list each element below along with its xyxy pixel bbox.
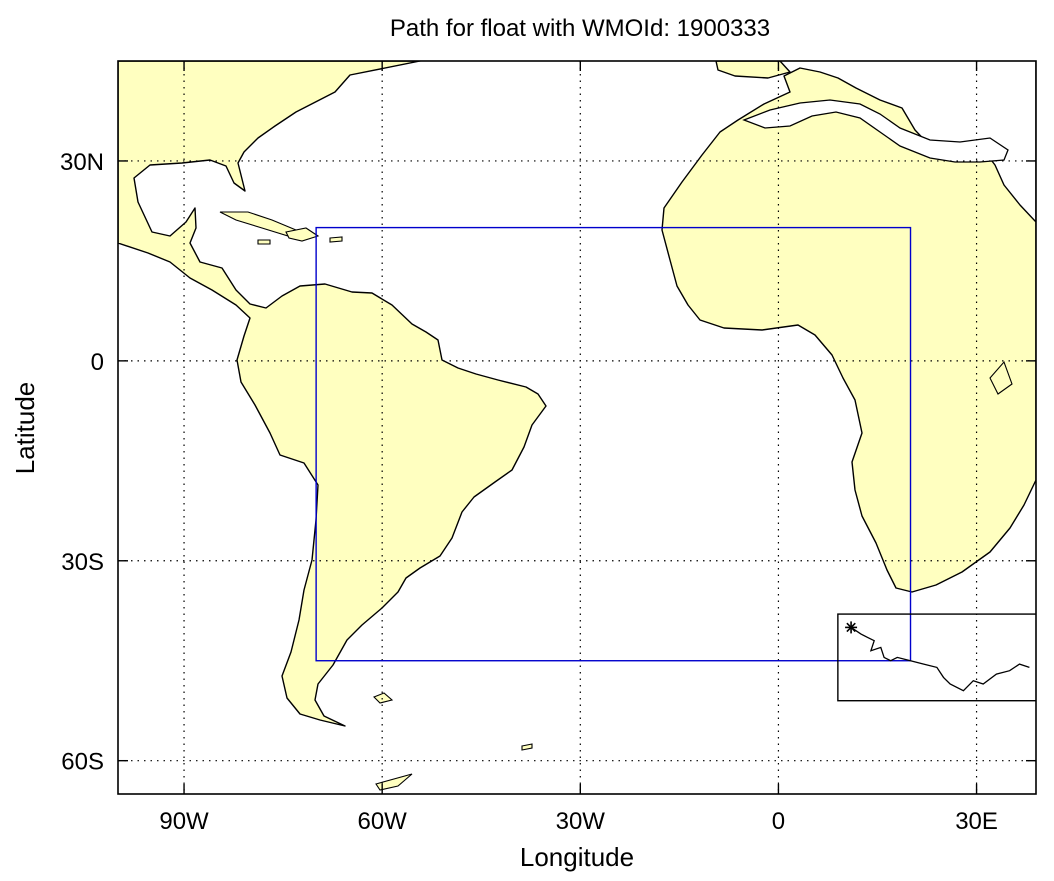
y-tick-label: 30S xyxy=(61,549,104,576)
region-box xyxy=(315,226,912,662)
x-tick-label: 90W xyxy=(159,808,209,835)
plot-frame xyxy=(117,60,1037,795)
landmass-americas xyxy=(118,61,547,727)
y-tick-label: 0 xyxy=(91,349,104,376)
x-tick-label: 30E xyxy=(955,808,998,835)
asterisk-stroke xyxy=(846,622,856,633)
plot-title: Path for float with WMOId: 1900333 xyxy=(390,15,770,42)
map-frame-content xyxy=(118,61,1036,794)
jamaica-island xyxy=(257,239,271,245)
mediterranean-sea xyxy=(742,99,1009,163)
float-start-asterisk xyxy=(845,621,858,634)
y-tick-label: 60S xyxy=(61,749,104,776)
x-tick-label: 0 xyxy=(772,808,785,835)
landmass-europe-africa xyxy=(661,61,1036,593)
x-axis-ticks: 90W 60W 30W 0 30E xyxy=(159,61,998,835)
x-tick-label: 30W xyxy=(556,808,606,835)
y-tick-label: 30N xyxy=(60,149,104,176)
antarctic-peninsula xyxy=(375,773,413,791)
x-tick-label: 60W xyxy=(357,808,407,835)
south-georgia xyxy=(521,743,533,751)
y-axis-ticks: 30N 0 30S 60S xyxy=(60,149,1036,776)
x-axis-title: Longitude xyxy=(520,842,634,872)
detail-box xyxy=(837,613,1036,702)
y-axis-title: Latitude xyxy=(10,382,40,475)
hispaniola-island xyxy=(285,227,320,242)
float-trajectory-line xyxy=(850,626,1030,692)
puerto-rico-island xyxy=(329,236,343,243)
greenland xyxy=(715,61,791,79)
madagascar xyxy=(989,360,1013,395)
falkland-islands xyxy=(373,692,394,704)
